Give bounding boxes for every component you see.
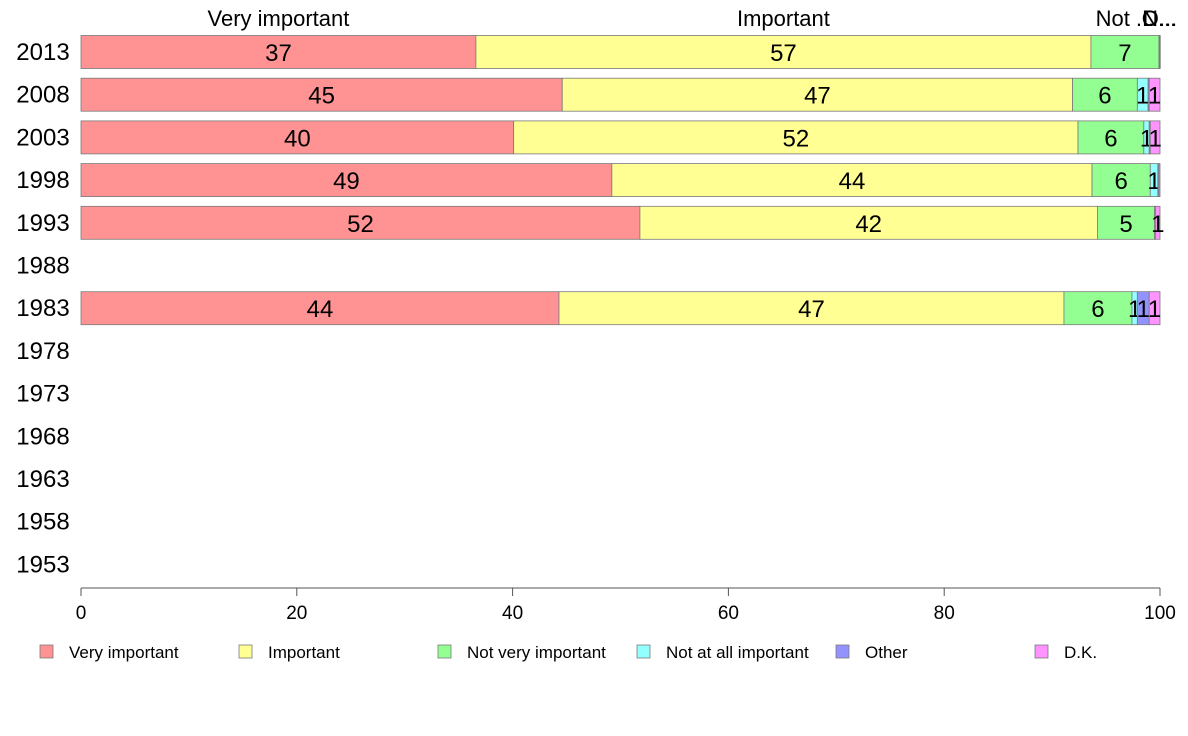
year-label-1978: 1978 [16, 338, 69, 365]
bar-segment-2003-1 [513, 120, 1079, 155]
bar-segment-2008-2 [1072, 77, 1138, 112]
bar-segment-1983-1 [558, 291, 1065, 326]
year-label-1988: 1988 [16, 253, 69, 280]
top-label-not-very-important: Not ... [1096, 6, 1155, 31]
data-label-1998-3: 1 [1147, 168, 1160, 195]
data-label-2003-1: 52 [782, 125, 809, 152]
data-label-1998-0: 49 [333, 168, 360, 195]
data-label-1998-1: 44 [839, 168, 866, 195]
top-label-other: O... [1142, 6, 1177, 31]
bar-segment-2013-1 [475, 35, 1092, 69]
bar-segment-1993-0 [80, 205, 641, 240]
data-label-1998-2: 6 [1114, 168, 1127, 195]
bar-segment-2003-5 [1149, 120, 1161, 155]
year-label-1973: 1973 [16, 381, 69, 408]
data-label-1983-5: 1 [1148, 296, 1161, 323]
bar-segment-1983-5 [1148, 291, 1161, 326]
data-label-2013-2: 7 [1118, 40, 1131, 67]
legend-swatch-not-at-all-important [636, 644, 651, 659]
legend-label-important: Important [268, 643, 340, 662]
x-axis: 0 20 40 60 80 100 [76, 587, 1176, 624]
year-label-1998: 1998 [16, 167, 69, 194]
bar-segment-2003-2 [1077, 120, 1145, 155]
bar-segment-1993-1 [639, 205, 1098, 240]
legend-swatch-very-important [39, 644, 54, 659]
bar-segment-1993-5 [1155, 205, 1161, 240]
year-labels: 2013 2008 2003 1998 1993 1988 1983 1978 1973 1968… [16, 39, 69, 578]
legend: Very important Important Not very importan… [39, 643, 1097, 662]
data-label-1983-2: 6 [1091, 296, 1104, 323]
data-label-1993-2: 5 [1119, 211, 1132, 238]
legend-swatch-important [238, 644, 253, 659]
top-labels: Very important Important Not ...N...O...D.… [208, 6, 1178, 31]
legend-swatch-other [835, 644, 850, 659]
legend-swatch-d-k [1034, 644, 1049, 659]
top-label-important: Important [737, 6, 830, 31]
data-label-2008-2: 6 [1098, 83, 1111, 110]
bar-segment-1998-0 [80, 163, 613, 198]
top-label-very-important: Very important [208, 6, 350, 31]
data-label-2013-1: 57 [770, 40, 797, 67]
x-tick-label-100: 100 [1144, 603, 1176, 624]
year-label-1968: 1968 [16, 423, 69, 450]
legend-label-d-k: D.K. [1064, 643, 1097, 662]
x-tick-label-0: 0 [76, 603, 87, 624]
year-label-2013: 2013 [16, 39, 69, 66]
year-label-1993: 1993 [16, 210, 69, 237]
top-label-d-k: D... [1143, 6, 1177, 31]
legend-label-very-important: Very important [69, 643, 179, 662]
bar-segment-2008-5 [1148, 77, 1161, 112]
legend-swatch-not-very-important [437, 644, 452, 659]
data-label-2003-0: 40 [284, 125, 311, 152]
data-label-1983-0: 44 [307, 296, 334, 323]
data-label-1983-1: 47 [798, 296, 825, 323]
bar-segment-1983-0 [80, 291, 560, 326]
data-label-2008-1: 47 [804, 83, 831, 110]
data-label-1983-4: 1 [1137, 296, 1150, 323]
legend-label-not-at-all-important: Not at all important [666, 643, 809, 662]
x-tick-label-40: 40 [502, 603, 523, 624]
bar-segment-2008-1 [561, 77, 1074, 112]
bar-segment-1998-5 [1158, 163, 1161, 198]
data-label-2003-2: 6 [1104, 125, 1117, 152]
year-label-2008: 2008 [16, 82, 69, 109]
year-label-1958: 1958 [16, 509, 69, 536]
data-label-2008-0: 45 [308, 83, 335, 110]
data-label-2008-3: 1 [1136, 83, 1149, 110]
data-label-1993-1: 42 [855, 211, 882, 238]
bar-segment-2008-0 [80, 77, 563, 112]
top-label-not-at-all-important: N... [1142, 6, 1176, 31]
year-label-1983: 1983 [16, 295, 69, 322]
bar-segment-2013-2 [1090, 35, 1160, 69]
data-label-1993-0: 52 [347, 211, 374, 238]
bar-segment-1998-1 [611, 163, 1093, 198]
data-label-2013-0: 37 [265, 40, 292, 67]
x-tick-label-20: 20 [286, 603, 307, 624]
x-tick-label-80: 80 [934, 603, 955, 624]
data-label-1993-5: 1 [1151, 211, 1164, 238]
year-label-2003: 2003 [16, 124, 69, 151]
bar-segment-1998-2 [1091, 163, 1151, 198]
bar-segment-1993-2 [1097, 205, 1156, 240]
legend-label-other: Other [865, 643, 908, 662]
bar-segment-2013-5 [1159, 35, 1161, 69]
year-label-1963: 1963 [16, 466, 69, 493]
legend-label-not-very-important: Not very important [467, 643, 606, 662]
data-label-2003-5: 1 [1148, 125, 1161, 152]
data-label-2008-5: 1 [1148, 83, 1161, 110]
x-tick-label-60: 60 [718, 603, 739, 624]
year-label-1953: 1953 [16, 551, 69, 578]
